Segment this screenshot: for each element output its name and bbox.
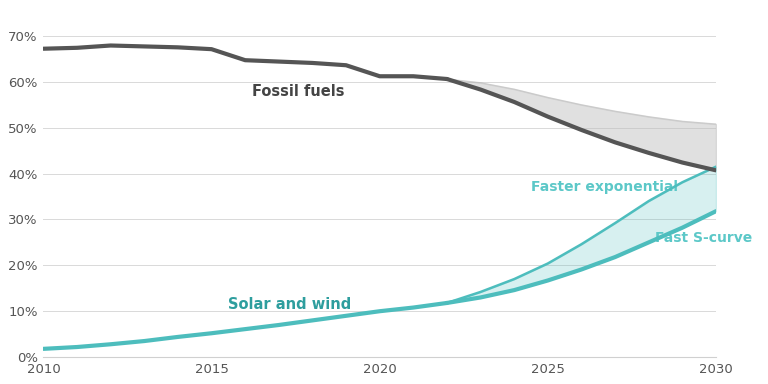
Text: Fossil fuels: Fossil fuels — [252, 84, 344, 99]
Text: Faster exponential: Faster exponential — [531, 180, 678, 194]
Text: Fast S-curve: Fast S-curve — [655, 231, 753, 245]
Text: Solar and wind: Solar and wind — [228, 297, 352, 312]
